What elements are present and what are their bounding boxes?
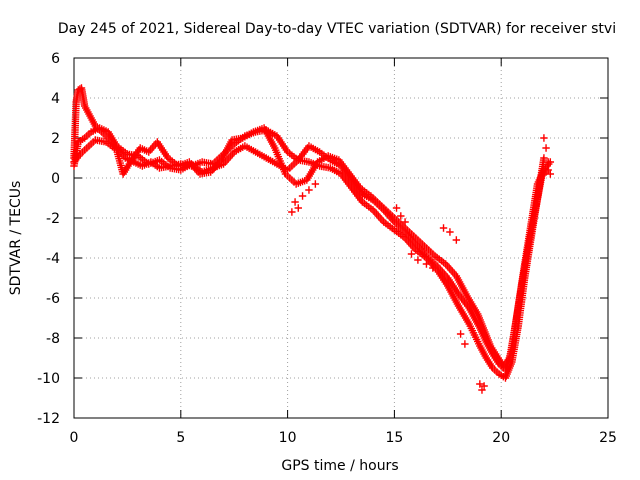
data-point-track-a [540, 154, 548, 162]
data-point-fragments [546, 170, 555, 178]
y-tick-label: 6 [51, 51, 60, 67]
data-point-fragments [401, 218, 409, 226]
data-point-fragments [294, 204, 302, 212]
data-point-fragments [544, 158, 552, 166]
data-point-fragments [291, 198, 299, 206]
y-tick-labels: -12 -10 -8 -6 -4 -2 0 2 4 6 [37, 51, 60, 427]
data-point-fragments [461, 340, 469, 348]
y-tick-label: -8 [46, 331, 60, 347]
y-tick-label: 2 [51, 131, 60, 147]
x-axis-label: GPS time / hours [281, 458, 398, 474]
data-point-fragments [311, 180, 320, 188]
data-point-fragments [298, 192, 307, 200]
data-point-fragments [429, 264, 437, 272]
y-tick-label: 4 [51, 91, 60, 107]
data-point-fragments [446, 228, 454, 236]
y-tick-label: -10 [37, 371, 60, 387]
grid-lines [74, 58, 608, 418]
x-tick-label: 25 [599, 430, 617, 446]
data-point-fragments [542, 144, 550, 152]
data-point-fragments [414, 256, 422, 264]
x-tick-label: 10 [279, 430, 297, 446]
x-tick-label: 20 [492, 430, 510, 446]
data-point-fragments [397, 212, 405, 220]
data-point-fragments [452, 236, 461, 244]
y-tick-label: -4 [46, 251, 60, 267]
x-tick-labels: 0 5 10 15 20 25 [70, 430, 617, 446]
data-point-fragments [456, 330, 465, 338]
y-tick-label: -12 [37, 411, 60, 427]
data-point-fragments [439, 224, 448, 232]
data-point-fragments [288, 208, 296, 216]
y-tick-label: 0 [51, 171, 60, 187]
data-point-fragments [478, 386, 486, 394]
data-point-fragments [407, 250, 416, 258]
x-tick-label: 0 [70, 430, 79, 446]
y-axis-label: SDTVAR / TECUs [8, 181, 24, 296]
data-point-fragments [305, 186, 313, 194]
chart-title: Day 245 of 2021, Sidereal Day-to-day VTE… [58, 21, 616, 37]
data-point-fragments [422, 260, 431, 268]
data-point-track-c [544, 166, 552, 174]
x-tick-label: 5 [176, 430, 185, 446]
y-tick-label: -2 [46, 211, 60, 227]
data-point-fragments [476, 380, 484, 388]
plot-frame [73, 57, 609, 419]
data-point-fragments [392, 204, 401, 212]
data-points [70, 84, 555, 394]
data-point-fragments [540, 134, 548, 142]
x-tick-label: 15 [385, 430, 403, 446]
y-tick-label: -6 [46, 291, 60, 307]
data-point-fragments [480, 382, 488, 390]
